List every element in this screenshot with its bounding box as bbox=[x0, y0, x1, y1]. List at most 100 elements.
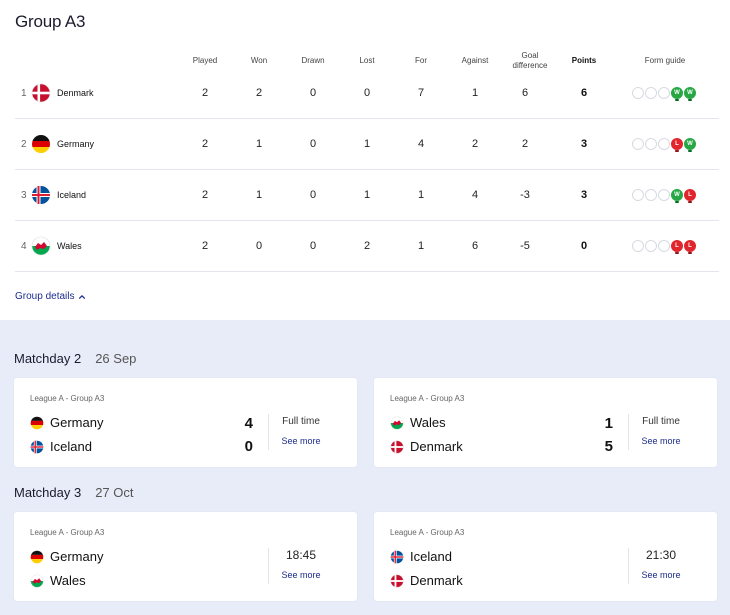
card-divider bbox=[268, 414, 269, 450]
away-score: 5 bbox=[604, 438, 613, 455]
match-status: Full time bbox=[642, 416, 680, 427]
header-drawn: Drawn bbox=[301, 56, 325, 65]
standings-section: Group A3 Played Won Drawn Lost For Again… bbox=[15, 12, 719, 302]
header-gd-line1: Goal bbox=[521, 51, 539, 60]
form-empty-badge bbox=[645, 240, 657, 252]
form-win-badge: W bbox=[671, 87, 683, 101]
table-row[interactable]: 2 Germany 2 1 0 1 4 2 2 3 L W bbox=[15, 119, 719, 170]
home-team-name: Iceland bbox=[410, 549, 452, 564]
form-empty-badge bbox=[645, 87, 657, 99]
header-against: Against bbox=[461, 56, 489, 65]
stat-pts: 6 bbox=[580, 87, 588, 99]
stat-drawn: 0 bbox=[309, 189, 317, 201]
chevron-up-icon bbox=[79, 294, 86, 299]
team-name[interactable]: Iceland bbox=[57, 190, 87, 200]
germany-flag-icon bbox=[30, 416, 44, 430]
denmark-flag-icon bbox=[390, 574, 404, 588]
table-row[interactable]: 3 Iceland 2 1 0 1 1 4 -3 3 W L bbox=[15, 170, 719, 221]
team-name[interactable]: Wales bbox=[57, 241, 82, 251]
team-name[interactable]: Germany bbox=[57, 139, 95, 149]
league-label: League A - Group A3 bbox=[390, 394, 465, 403]
form-empty-badge bbox=[658, 138, 670, 150]
header-lost: Lost bbox=[359, 56, 375, 65]
stat-ga: 4 bbox=[471, 189, 479, 201]
form-win-badge: W bbox=[684, 138, 696, 152]
group-details-toggle[interactable]: Group details bbox=[15, 291, 86, 302]
position: 2 bbox=[21, 138, 27, 150]
away-team-name: Wales bbox=[50, 573, 86, 588]
header-goal-difference: Goal difference bbox=[505, 48, 555, 74]
iceland-flag-icon bbox=[30, 440, 44, 454]
form-loss-badge: L bbox=[684, 240, 696, 254]
match-card[interactable]: League A - Group A3 Germany Iceland 4 0 Full … bbox=[14, 378, 357, 467]
stat-gf: 4 bbox=[417, 138, 425, 150]
stat-drawn: 0 bbox=[309, 138, 317, 150]
team-name[interactable]: Denmark bbox=[57, 88, 94, 98]
header-for: For bbox=[415, 56, 427, 65]
form-loss-badge: L bbox=[684, 189, 696, 203]
form-empty-badge bbox=[632, 189, 644, 201]
stat-gf: 7 bbox=[417, 87, 425, 99]
match-card[interactable]: League A - Group A3 Wales Denmark 1 5 Full ti… bbox=[374, 378, 717, 467]
away-team-name: Iceland bbox=[50, 439, 92, 454]
position: 3 bbox=[21, 189, 27, 201]
stat-lost: 1 bbox=[363, 189, 371, 201]
form-loss-badge: L bbox=[671, 138, 683, 152]
iceland-flag-icon bbox=[390, 550, 404, 564]
stat-played: 2 bbox=[201, 87, 209, 99]
league-label: League A - Group A3 bbox=[30, 528, 105, 537]
germany-flag-icon bbox=[31, 134, 51, 154]
header-played: Played bbox=[192, 56, 218, 65]
stat-played: 2 bbox=[201, 138, 209, 150]
form-empty-badge bbox=[632, 240, 644, 252]
card-divider bbox=[628, 548, 629, 584]
see-more-link[interactable]: See more bbox=[641, 570, 681, 580]
table-row[interactable]: 1 Denmark 2 2 0 0 7 1 6 6 W W bbox=[15, 68, 719, 119]
home-score: 1 bbox=[604, 415, 613, 432]
form-win-badge: W bbox=[671, 189, 683, 203]
stat-won: 0 bbox=[255, 240, 263, 252]
form-empty-badge bbox=[658, 189, 670, 201]
home-team-name: Wales bbox=[410, 415, 446, 430]
wales-flag-icon bbox=[390, 416, 404, 430]
stat-won: 1 bbox=[255, 138, 263, 150]
group-title: Group A3 bbox=[15, 12, 86, 31]
matchday-date: 27 Oct bbox=[95, 485, 134, 500]
match-status: Full time bbox=[282, 416, 320, 427]
stat-lost: 2 bbox=[363, 240, 371, 252]
stat-won: 1 bbox=[255, 189, 263, 201]
form-empty-badge bbox=[632, 138, 644, 150]
match-card[interactable]: League A - Group A3 Germany Wales 18:45 See … bbox=[14, 512, 357, 601]
league-label: League A - Group A3 bbox=[30, 394, 105, 403]
home-team-name: Germany bbox=[50, 549, 104, 564]
stat-won: 2 bbox=[255, 87, 263, 99]
table-row[interactable]: 4 Wales 2 0 0 2 1 6 -5 0 L L bbox=[15, 221, 719, 272]
see-more-link[interactable]: See more bbox=[281, 570, 321, 580]
stat-pts: 0 bbox=[580, 240, 588, 252]
iceland-flag-icon bbox=[31, 185, 51, 205]
header-gd-line2: difference bbox=[512, 61, 548, 70]
header-points: Points bbox=[571, 56, 597, 65]
home-score: 4 bbox=[244, 415, 253, 432]
wales-flag-icon bbox=[30, 574, 44, 588]
form-empty-badge bbox=[632, 87, 644, 99]
stat-ga: 2 bbox=[471, 138, 479, 150]
kickoff-time: 18:45 bbox=[285, 548, 317, 562]
stat-played: 2 bbox=[201, 189, 209, 201]
denmark-flag-icon bbox=[390, 440, 404, 454]
card-divider bbox=[268, 548, 269, 584]
form-empty-badge bbox=[645, 189, 657, 201]
form-empty-badge bbox=[658, 240, 670, 252]
group-details-label: Group details bbox=[15, 291, 75, 302]
see-more-link[interactable]: See more bbox=[281, 436, 321, 446]
fixtures-section: Matchday 2 26 Sep Matchday 3 27 Oct League… bbox=[0, 320, 730, 615]
stat-gd: -5 bbox=[520, 240, 530, 252]
matchday-3-heading: Matchday 3 27 Oct bbox=[14, 485, 134, 500]
stat-gf: 1 bbox=[417, 189, 425, 201]
see-more-link[interactable]: See more bbox=[641, 436, 681, 446]
match-card[interactable]: League A - Group A3 Iceland Denmark 21:30 Se… bbox=[374, 512, 717, 601]
form-win-badge: W bbox=[684, 87, 696, 101]
